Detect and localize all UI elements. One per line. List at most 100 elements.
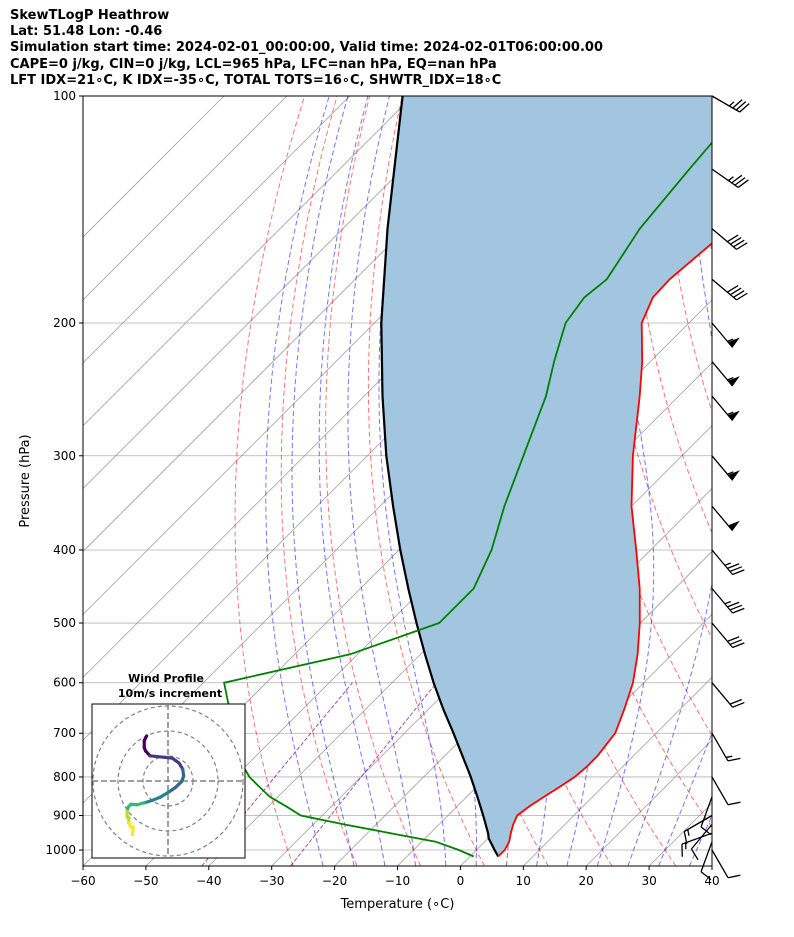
barb-staff <box>711 455 734 481</box>
barb-staff <box>711 395 734 422</box>
mixing-ratio-line <box>290 682 437 866</box>
barb-staff <box>711 622 734 648</box>
barb-staff <box>711 588 734 614</box>
barb-half <box>724 600 731 605</box>
barb-staff <box>711 322 734 348</box>
x-tick-label: 40 <box>704 874 719 888</box>
wind-barb <box>711 361 740 387</box>
moist-adiabat <box>658 731 712 866</box>
wind-barb <box>681 832 713 857</box>
chart-title: SkewTLogP Heathrow <box>10 8 170 23</box>
barb-staff <box>711 549 734 575</box>
barb-staff <box>683 814 713 833</box>
barb-full <box>729 566 743 573</box>
barb-half <box>727 471 734 475</box>
barb-full <box>737 179 749 188</box>
hodograph-subtitle: 10m/s increment <box>118 687 222 700</box>
wind-barb <box>711 168 749 188</box>
barb-staff <box>711 278 737 301</box>
barb-pennant <box>728 376 740 387</box>
barb-full <box>733 290 745 298</box>
barb-staff <box>711 168 739 188</box>
cin-shading <box>381 96 712 857</box>
x-tick-label: −10 <box>385 874 410 888</box>
x-tick-label: −60 <box>70 874 95 888</box>
wind-barb <box>711 549 745 576</box>
barb-full <box>690 848 699 861</box>
dry-adiabat <box>662 96 712 414</box>
isotherm-line <box>83 96 476 490</box>
barb-staff <box>700 796 713 828</box>
y-tick-label: 400 <box>53 543 76 557</box>
barb-staff <box>681 832 713 845</box>
barb-pennant <box>728 410 740 421</box>
barb-staff <box>711 95 741 113</box>
y-tick-label: 1000 <box>45 843 76 857</box>
barb-full <box>732 701 745 708</box>
y-tick-label: 100 <box>53 89 76 103</box>
barb-full <box>729 639 743 646</box>
dry-adiabat <box>367 96 485 866</box>
data-layer <box>223 96 712 858</box>
index-line: LFT IDX=21∘C, K IDX=-35∘C, TOTAL TOTS=16… <box>10 72 502 88</box>
barb-half <box>724 562 731 566</box>
barb-half <box>725 755 733 759</box>
x-tick-label: 0 <box>457 874 465 888</box>
cape-line: CAPE=0 j/kg, CIN=0 j/kg, LCL=965 hPa, LF… <box>10 56 497 72</box>
barb-full <box>732 607 745 614</box>
barb-staff <box>711 682 734 708</box>
dry-adiabat <box>761 96 794 866</box>
dry-adiabat <box>728 96 794 866</box>
wind-barb <box>711 278 748 301</box>
barb-half <box>728 101 735 107</box>
barb-full <box>734 177 746 186</box>
dewpoint-line <box>223 141 712 858</box>
barb-full <box>735 101 747 111</box>
moist-adiabat <box>378 96 447 866</box>
time-line: Simulation start time: 2024-02-01_00:00:… <box>10 40 603 56</box>
hodograph-content <box>92 704 245 858</box>
barb-staff <box>711 361 734 387</box>
barb-full <box>700 871 712 881</box>
barb-full <box>729 604 743 611</box>
y-axis-label: Pressure (hPa) <box>18 434 33 527</box>
barb-full <box>727 874 741 879</box>
wind-barb <box>711 849 741 879</box>
barb-pennant <box>728 520 740 531</box>
wind-barb <box>711 622 745 649</box>
barb-full <box>739 103 750 113</box>
barb-full <box>729 698 743 705</box>
moist-adiabat <box>347 96 416 866</box>
y-tick-label: 500 <box>53 616 76 630</box>
wind-barb <box>711 228 748 250</box>
barb-full <box>732 99 743 109</box>
barb-full <box>681 844 683 857</box>
dry-adiabat <box>280 96 358 866</box>
barb-full <box>736 242 748 250</box>
wind-barb <box>711 322 740 348</box>
barb-full <box>726 234 739 243</box>
x-tick-label: −40 <box>196 874 221 888</box>
x-tick-label: −30 <box>259 874 284 888</box>
wind-barb <box>711 732 741 762</box>
barb-staff <box>711 776 729 806</box>
moist-adiabat <box>627 96 712 866</box>
barb-half <box>685 842 687 850</box>
barb-half <box>727 338 734 342</box>
barb-half <box>687 829 690 836</box>
hodograph-title: Wind Profile <box>128 672 204 685</box>
barb-full <box>730 237 742 245</box>
temperature-line <box>497 242 712 858</box>
x-tick-label: 30 <box>641 874 656 888</box>
y-tick-label: 600 <box>53 676 76 690</box>
wind-barb <box>711 505 740 532</box>
barb-staff <box>700 841 713 872</box>
barb-staff <box>711 228 737 250</box>
barb-full <box>733 239 745 248</box>
isotherm-line <box>271 425 712 866</box>
x-axis-label: Temperature (∘C) <box>340 897 455 912</box>
y-tick-label: 300 <box>53 449 76 463</box>
y-tick-label: 900 <box>53 809 76 823</box>
